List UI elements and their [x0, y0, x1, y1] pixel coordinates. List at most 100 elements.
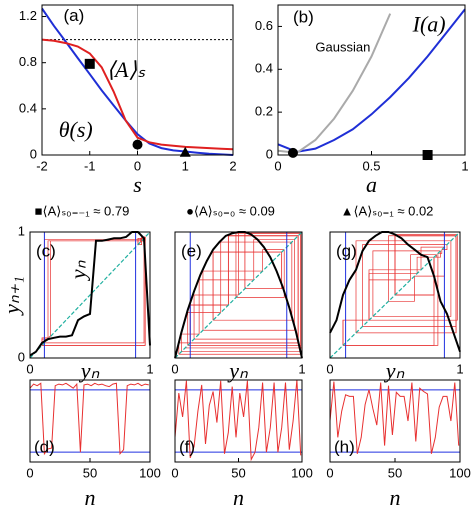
x-tick-label: 50	[83, 465, 97, 480]
x-tick-label: 1	[298, 361, 305, 376]
cobweb-step	[410, 254, 437, 280]
marker-circle	[132, 139, 143, 150]
cobweb-step	[342, 319, 369, 346]
cobweb-step	[244, 252, 283, 290]
panel-label: (a)	[63, 6, 84, 25]
series-line	[277, 13, 392, 154]
panel-label: (e)	[181, 241, 202, 260]
series-label: ⟨A⟩ₛ	[106, 57, 146, 82]
cobweb-step	[262, 249, 285, 272]
x-tick-label: 0	[326, 465, 333, 480]
y-tick-label: 0.6	[255, 18, 273, 33]
cobweb-step	[141, 237, 146, 242]
cobweb-step	[388, 276, 415, 302]
x-tick-label: 50	[231, 465, 245, 480]
x-axis-label: n	[233, 485, 244, 510]
panel-label: (h)	[334, 437, 355, 456]
panel-label: (f)	[179, 437, 195, 456]
x-tick-label: 0	[134, 158, 141, 173]
diagonal	[29, 231, 151, 359]
x-tick-label: -2	[36, 158, 48, 173]
cobweb-step	[235, 249, 285, 298]
y-tick-label: 0	[30, 146, 37, 161]
x-tick-label: -1	[84, 158, 96, 173]
x-axis-label: n	[390, 485, 401, 510]
map-curve	[329, 231, 461, 353]
cobweb-step	[420, 246, 445, 270]
x-axis-label: s	[133, 172, 142, 197]
series-line	[41, 38, 234, 151]
x-tick-label: 1	[146, 361, 153, 376]
x-axis-label: yₙ	[79, 358, 100, 383]
cobweb-step	[253, 239, 295, 280]
cobweb-step	[356, 235, 457, 334]
plot-frame	[329, 231, 461, 359]
x-axis-label: a	[366, 172, 377, 197]
series-label: I(a)	[412, 11, 446, 36]
orbit-line	[29, 382, 149, 456]
inner-label: yₙ	[65, 260, 90, 281]
cobweb-step	[395, 257, 435, 296]
series-line	[41, 7, 234, 156]
panel-label: (g)	[336, 241, 357, 260]
cobweb-step	[372, 240, 452, 317]
cobweb-step	[193, 294, 239, 340]
marker-circle	[287, 147, 298, 158]
x-tick-label: 0	[26, 465, 33, 480]
cobweb-step	[202, 239, 295, 331]
cobweb-step	[437, 249, 443, 254]
y-tick-label: 1	[18, 223, 25, 238]
map-curve	[29, 231, 151, 357]
x-tick-label: 0.5	[362, 158, 380, 173]
x-tick-label: 2	[229, 158, 236, 173]
x-tick-label: 1	[456, 361, 463, 376]
x-tick-label: 0	[26, 361, 33, 376]
x-tick-label: 50	[388, 465, 402, 480]
panel-label: (b)	[293, 7, 314, 26]
marker-square	[84, 58, 95, 69]
panel-label: (d)	[34, 437, 55, 456]
x-tick-label: 1	[182, 158, 189, 173]
cobweb-step	[212, 251, 282, 321]
cobweb-step	[244, 232, 301, 289]
x-tick-label: 0	[274, 158, 281, 173]
cobweb-step	[48, 336, 51, 338]
x-tick-label: 100	[291, 465, 313, 480]
y-tick-label: 1.2	[19, 8, 37, 23]
x-tick-label: 0	[326, 361, 333, 376]
x-axis-label: n	[85, 485, 96, 510]
panel-title: ▲⟨A⟩ₛ₀₌₁ ≈ 0.02	[341, 203, 434, 218]
annotation: Gaussian	[315, 39, 370, 54]
y-tick-label: 0.4	[255, 61, 273, 76]
panel-label: (c)	[36, 241, 56, 260]
y-tick-label: 0.4	[19, 100, 37, 115]
x-tick-label: 100	[139, 465, 161, 480]
panel-title: ●⟨A⟩ₛ₀₌₀ ≈ 0.09	[186, 203, 275, 218]
cobweb-step	[343, 253, 439, 346]
series-line	[277, 8, 466, 153]
orbit-line	[329, 381, 460, 454]
x-axis-label: yₙ	[227, 358, 248, 383]
cobweb-step	[394, 235, 457, 295]
cobweb-step	[362, 244, 447, 327]
x-axis-label: yₙ	[384, 358, 405, 383]
cobweb-step	[369, 234, 458, 321]
cobweb-step	[355, 240, 451, 333]
x-tick-label: 1	[461, 158, 468, 173]
diagonal	[329, 231, 461, 359]
cobweb-step	[140, 240, 142, 243]
orbit-line	[174, 379, 302, 462]
panel-title: ■⟨A⟩ₛ₀₌₋₁ ≈ 0.79	[35, 203, 130, 218]
y-tick-label: 0	[266, 146, 273, 161]
cobweb-step	[372, 250, 441, 317]
y-tick-label: 0	[18, 349, 25, 364]
x-tick-label: 100	[449, 465, 471, 480]
y-tick-label: 0.8	[19, 54, 37, 69]
x-tick-label: 0	[171, 361, 178, 376]
cobweb-step	[44, 238, 145, 344]
plot-frame	[29, 231, 151, 359]
cobweb-step	[441, 244, 448, 250]
y-tick-label: 0.2	[255, 104, 273, 119]
cobweb-step	[368, 273, 418, 321]
